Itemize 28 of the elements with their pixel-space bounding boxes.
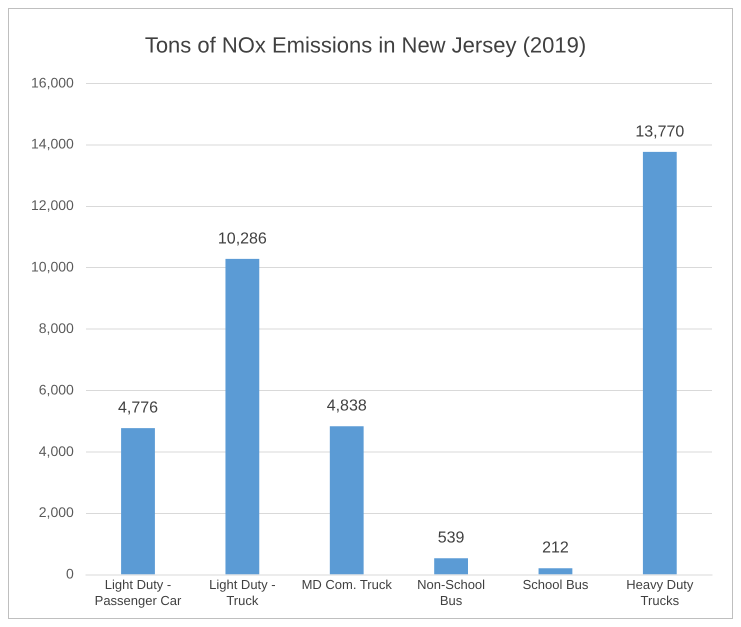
x-tick-label: MD Com. Truck [302, 577, 392, 592]
bar [121, 428, 155, 574]
bar [642, 152, 677, 574]
y-tick-label: 12,000 [30, 197, 74, 214]
data-label: 10,286 [218, 230, 267, 248]
y-tick-label: 10,000 [30, 258, 74, 275]
data-label: 212 [542, 540, 569, 557]
bar [225, 258, 260, 574]
x-tick-label: Light Duty - Passenger Car [94, 577, 182, 608]
y-tick-label: 0 [66, 566, 74, 582]
data-label: 539 [438, 530, 465, 547]
y-tick-label: 4,000 [38, 442, 74, 459]
x-tick-label: Light Duty - Truck [209, 577, 276, 608]
chart-title: Tons of NOx Emissions in New Jersey (2019) [144, 32, 586, 58]
y-tick-label: 2,000 [38, 504, 74, 520]
y-tick-label: 14,000 [30, 136, 74, 152]
data-label: 13,770 [635, 123, 684, 140]
x-tick-label: Heavy Duty Trucks [626, 577, 694, 608]
x-tick-label: School Bus [522, 577, 589, 592]
x-tick-label: Non-School Bus [417, 577, 486, 608]
bar [330, 426, 364, 574]
y-tick-label: 8,000 [38, 320, 74, 336]
bar [434, 558, 468, 574]
y-tick-label: 6,000 [38, 381, 74, 398]
data-label: 4,776 [118, 400, 158, 417]
data-label: 4,838 [326, 398, 367, 415]
y-tick-label: 16,000 [30, 74, 74, 90]
bar [538, 568, 572, 574]
